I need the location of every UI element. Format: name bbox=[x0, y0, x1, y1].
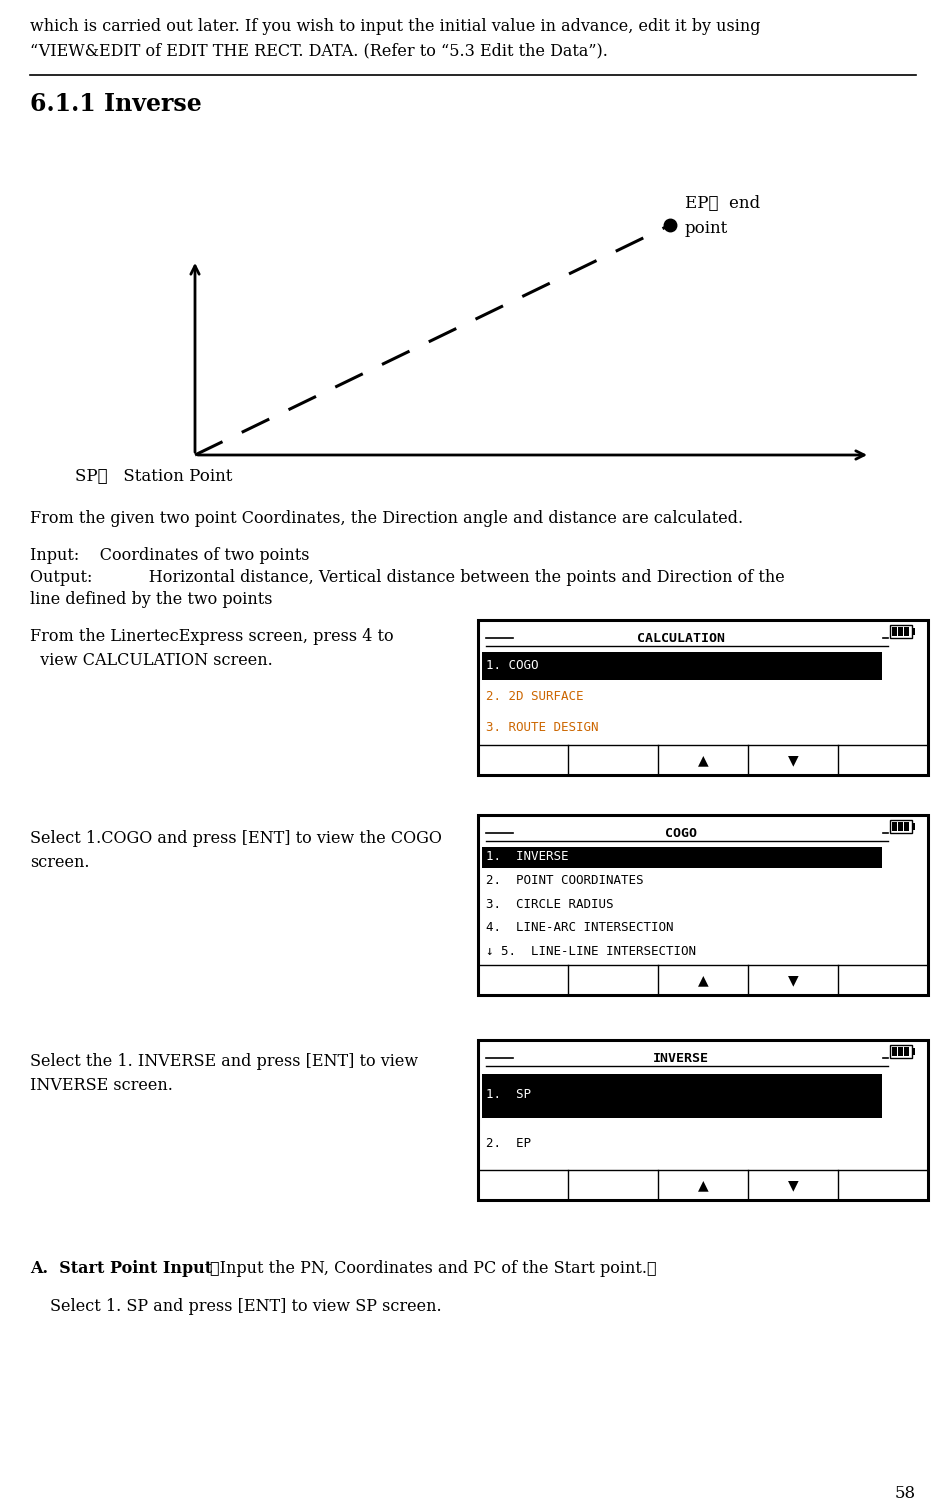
Text: COGO: COGO bbox=[664, 827, 696, 839]
Text: ▲: ▲ bbox=[697, 973, 708, 986]
Text: Input:    Coordinates of two points: Input: Coordinates of two points bbox=[30, 547, 310, 565]
Text: line defined by the two points: line defined by the two points bbox=[30, 590, 272, 608]
Bar bbox=[911, 1048, 914, 1056]
Text: CALCULATION: CALCULATION bbox=[636, 631, 724, 645]
Bar bbox=[911, 822, 914, 830]
Text: From the LinertecExpress screen, press 4 to: From the LinertecExpress screen, press 4… bbox=[30, 628, 394, 645]
Bar bbox=[903, 822, 908, 831]
Text: 1.  INVERSE: 1. INVERSE bbox=[485, 851, 568, 863]
Text: view CALCULATION screen.: view CALCULATION screen. bbox=[30, 652, 273, 669]
Text: SP：   Station Point: SP： Station Point bbox=[75, 468, 232, 485]
Bar bbox=[911, 628, 914, 636]
Text: “VIEW&EDIT of EDIT THE RECT. DATA. (Refer to “5.3 Edit the Data”).: “VIEW&EDIT of EDIT THE RECT. DATA. (Refe… bbox=[30, 42, 607, 59]
Text: Select 1. SP and press [ENT] to view SP screen.: Select 1. SP and press [ENT] to view SP … bbox=[50, 1298, 441, 1315]
Text: INVERSE: INVERSE bbox=[651, 1051, 708, 1065]
Text: 58: 58 bbox=[894, 1485, 915, 1501]
Bar bbox=[481, 846, 881, 867]
Text: 4.  LINE-ARC INTERSECTION: 4. LINE-ARC INTERSECTION bbox=[485, 922, 673, 934]
Text: 3.  CIRCLE RADIUS: 3. CIRCLE RADIUS bbox=[485, 898, 613, 911]
Text: ▼: ▼ bbox=[787, 973, 798, 986]
Text: ▲: ▲ bbox=[697, 753, 708, 767]
Bar bbox=[891, 626, 896, 636]
Text: ▲: ▲ bbox=[697, 1178, 708, 1193]
Bar bbox=[889, 819, 911, 833]
Text: 3. ROUTE DESIGN: 3. ROUTE DESIGN bbox=[485, 721, 598, 733]
Text: From the given two point Coordinates, the Direction angle and distance are calcu: From the given two point Coordinates, th… bbox=[30, 511, 742, 527]
Text: Output:           Horizontal distance, Vertical distance between the points and : Output: Horizontal distance, Vertical di… bbox=[30, 569, 784, 586]
Bar bbox=[891, 822, 896, 831]
Text: 2. 2D SURFACE: 2. 2D SURFACE bbox=[485, 690, 582, 703]
Text: 6.1.1 Inverse: 6.1.1 Inverse bbox=[30, 92, 201, 116]
Bar bbox=[478, 1041, 927, 1200]
Bar bbox=[478, 620, 927, 776]
Text: A.  Start Point Input: A. Start Point Input bbox=[30, 1261, 211, 1277]
Bar bbox=[903, 1047, 908, 1056]
Text: EP：  end: EP： end bbox=[684, 194, 759, 212]
Text: 1.  SP: 1. SP bbox=[485, 1087, 531, 1101]
Bar bbox=[481, 652, 881, 681]
Text: which is carried out later. If you wish to input the initial value in advance, e: which is carried out later. If you wish … bbox=[30, 18, 760, 35]
Bar bbox=[891, 1047, 896, 1056]
Text: 2.  EP: 2. EP bbox=[485, 1137, 531, 1151]
Text: ▼: ▼ bbox=[787, 1178, 798, 1193]
Text: INVERSE screen.: INVERSE screen. bbox=[30, 1077, 173, 1093]
Text: 1. COGO: 1. COGO bbox=[485, 660, 538, 672]
Bar bbox=[889, 1045, 911, 1059]
Text: Select the 1. INVERSE and press [ENT] to view: Select the 1. INVERSE and press [ENT] to… bbox=[30, 1053, 417, 1069]
Bar bbox=[903, 626, 908, 636]
Bar bbox=[897, 626, 902, 636]
Text: Select 1.COGO and press [ENT] to view the COGO: Select 1.COGO and press [ENT] to view th… bbox=[30, 830, 442, 846]
Bar bbox=[897, 822, 902, 831]
Text: 2.  POINT COORDINATES: 2. POINT COORDINATES bbox=[485, 873, 643, 887]
Text: ▼: ▼ bbox=[787, 753, 798, 767]
Bar bbox=[478, 815, 927, 995]
Bar bbox=[481, 1074, 881, 1117]
Text: （Input the PN, Coordinates and PC of the Start point.）: （Input the PN, Coordinates and PC of the… bbox=[210, 1261, 656, 1277]
Bar bbox=[889, 625, 911, 639]
Text: screen.: screen. bbox=[30, 854, 90, 870]
Text: point: point bbox=[684, 220, 728, 236]
Text: ↓ 5.  LINE-LINE INTERSECTION: ↓ 5. LINE-LINE INTERSECTION bbox=[485, 944, 696, 958]
Bar bbox=[897, 1047, 902, 1056]
